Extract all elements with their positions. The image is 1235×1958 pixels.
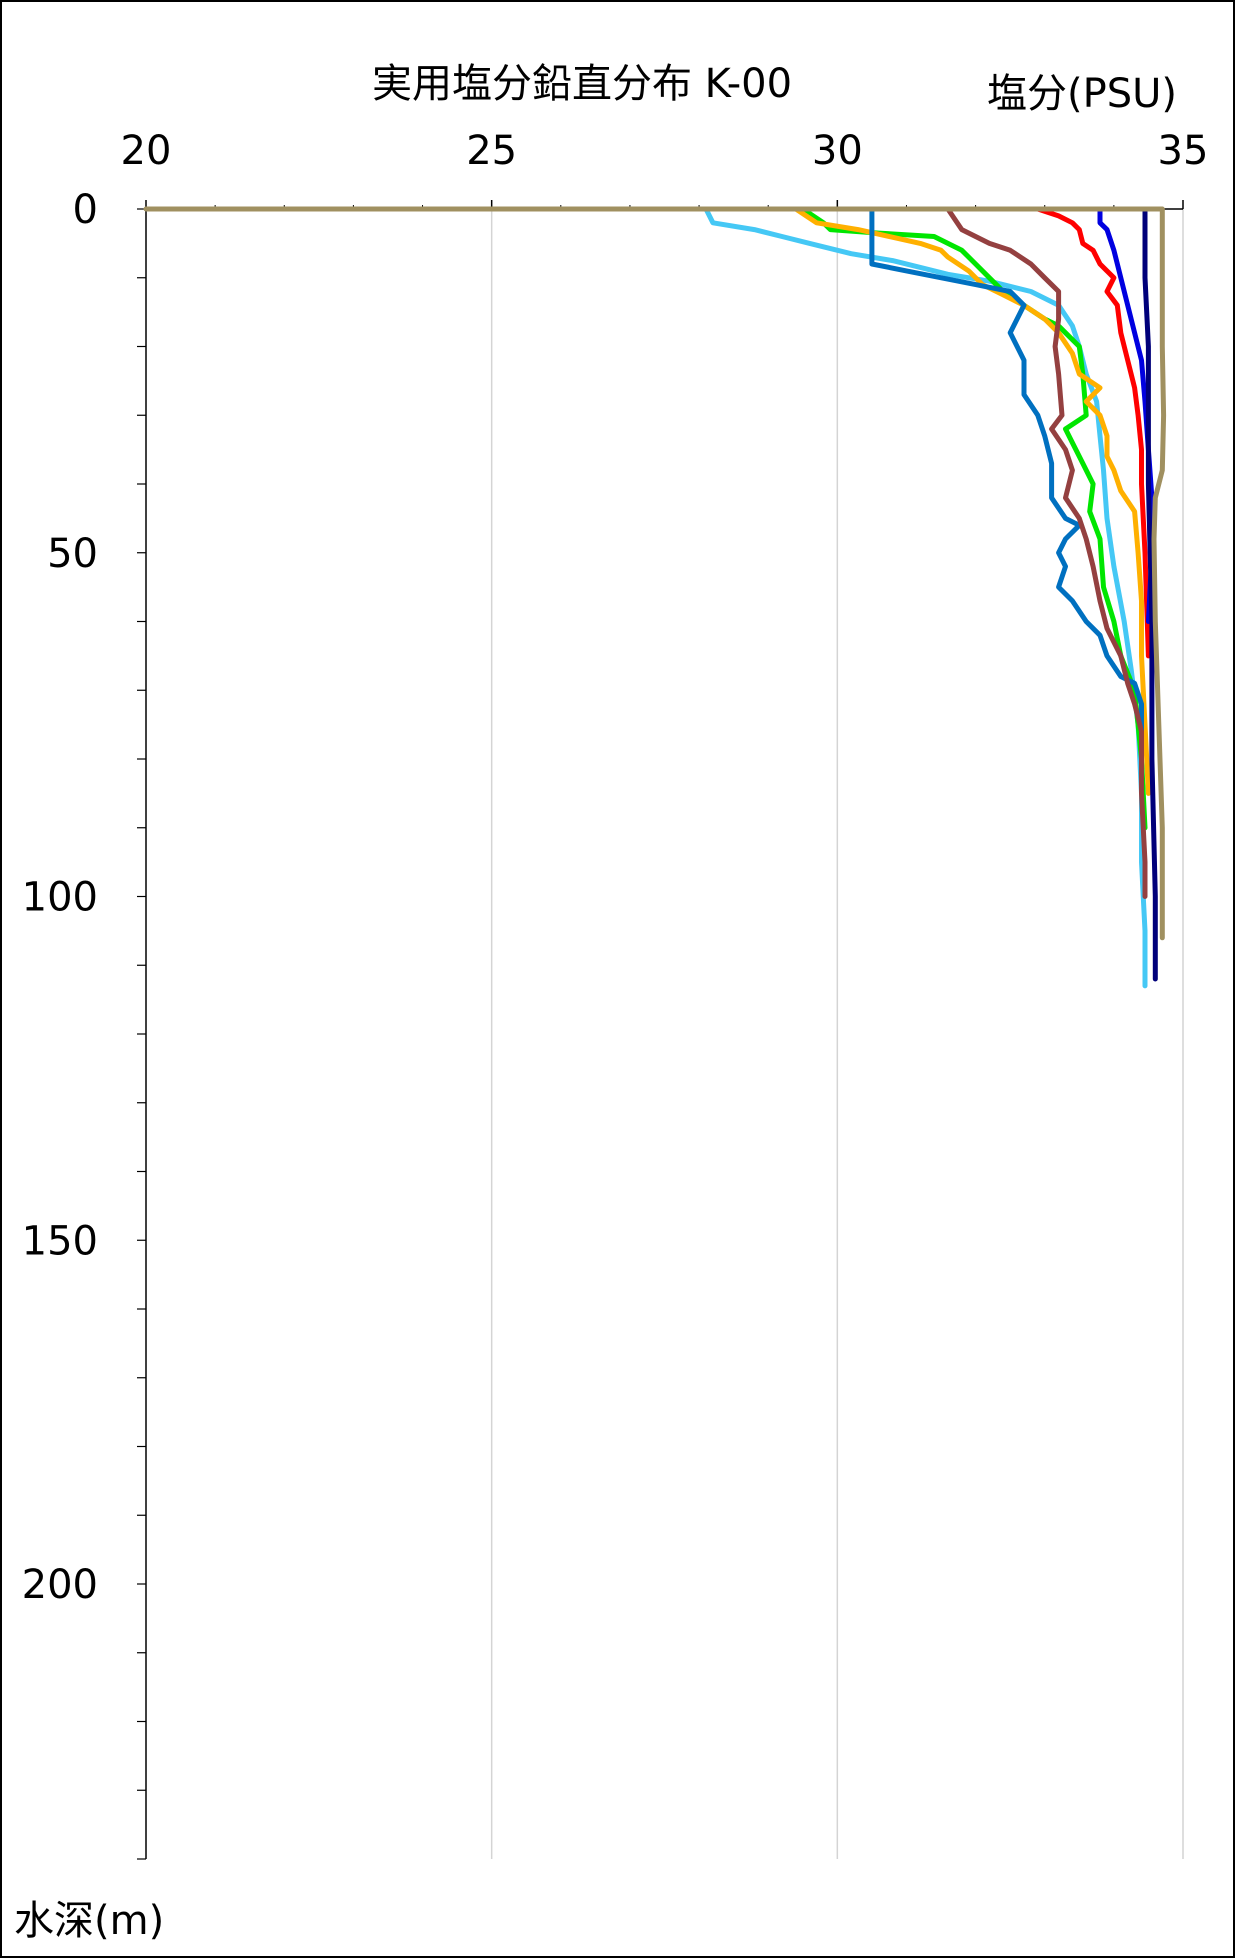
- series-line-0: [703, 206, 1148, 989]
- series-line-2: [793, 206, 1151, 796]
- series-lines: [143, 206, 1167, 989]
- x-tick-label-2: 30: [812, 128, 863, 174]
- y-tick-label-0: 0: [73, 187, 98, 233]
- series-line-5: [1035, 206, 1151, 659]
- series-line-1: [800, 206, 1148, 831]
- series-line-7: [1142, 206, 1158, 982]
- chart-title: 実用塩分鉛直分布 K-00: [372, 61, 792, 107]
- y-axis-title: 水深(m): [14, 1898, 164, 1944]
- series-line-8: [143, 206, 1167, 941]
- axes: [137, 200, 1184, 1860]
- y-tick-label-2: 100: [22, 875, 98, 921]
- y-tick-label-4: 200: [22, 1562, 98, 1608]
- x-tick-label-3: 35: [1158, 128, 1209, 174]
- y-tick-label-3: 150: [22, 1218, 98, 1264]
- x-tick-labels: 20 25 30 35: [121, 128, 1209, 174]
- y-tick-labels: 0 50 100 150 200: [22, 187, 98, 1608]
- x-axis-title: 塩分(PSU): [987, 71, 1177, 117]
- y-tick-label-1: 50: [47, 531, 98, 577]
- x-tick-label-0: 20: [121, 128, 172, 174]
- series-line-3: [869, 206, 1144, 748]
- x-tick-label-1: 25: [466, 128, 517, 174]
- series-line-6: [1097, 206, 1155, 624]
- series-line-4: [945, 206, 1148, 899]
- grid-lines: [490, 209, 1184, 1859]
